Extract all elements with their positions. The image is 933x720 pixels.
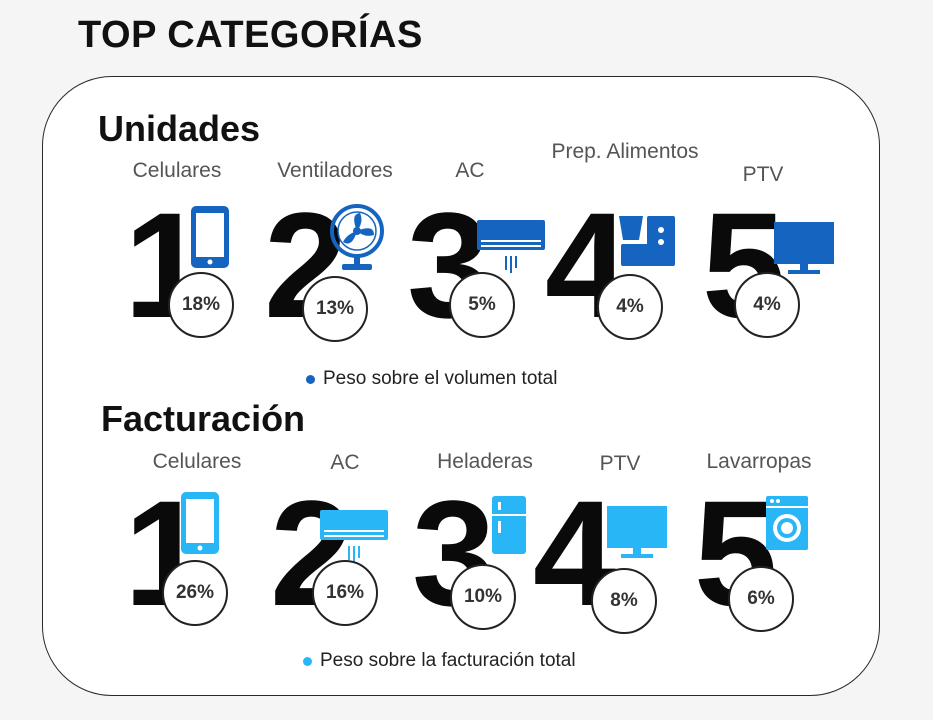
unidades-item-3: AC 3 5% <box>395 150 545 350</box>
facturacion-item-3: Heladeras 3 10% <box>410 442 560 642</box>
facturacion-legend: Peso sobre la facturación total <box>303 650 576 672</box>
category-label: PTV <box>742 163 784 186</box>
phone-icon <box>181 492 219 554</box>
unidades-item-1: Celulares 1 18% <box>102 150 252 350</box>
category-label: Heladeras <box>437 450 533 473</box>
air-conditioner-icon <box>320 510 388 563</box>
share-badge: 5% <box>449 272 515 338</box>
category-label: Prep. Alimentos <box>551 140 699 163</box>
facturacion-item-5: Lavarropas 5 6% <box>684 442 834 642</box>
legend-label: Peso sobre la facturación total <box>320 650 576 671</box>
tv-icon <box>774 222 834 274</box>
share-badge: 6% <box>728 566 794 632</box>
category-label: Lavarropas <box>706 450 812 473</box>
unidades-item-2: Ventiladores 2 13% <box>260 150 410 350</box>
facturacion-heading: Facturación <box>101 398 306 439</box>
share-badge: 4% <box>597 274 663 340</box>
share-badge: 4% <box>734 272 800 338</box>
washing-machine-icon <box>766 496 808 550</box>
legend-dot <box>306 374 315 384</box>
phone-icon <box>191 206 229 268</box>
legend-label: Peso sobre el volumen total <box>323 368 558 389</box>
share-badge: 16% <box>312 560 378 626</box>
fridge-icon <box>492 496 526 554</box>
category-label: Celulares <box>132 159 222 182</box>
unidades-heading: Unidades <box>98 108 261 149</box>
unidades-item-4: Prep. Alimentos 4 4% <box>545 136 699 340</box>
share-badge: 26% <box>162 560 228 626</box>
category-label: AC <box>330 451 360 474</box>
fan-icon <box>330 204 384 270</box>
share-badge: 18% <box>168 272 234 338</box>
air-conditioner-icon <box>477 220 545 273</box>
category-label: Celulares <box>152 450 242 473</box>
category-label: AC <box>455 159 485 182</box>
unidades-legend: Peso sobre el volumen total <box>306 368 557 390</box>
share-badge: 10% <box>450 564 516 630</box>
share-badge: 8% <box>591 568 657 634</box>
share-badge: 13% <box>302 276 368 342</box>
category-label: PTV <box>599 452 641 475</box>
facturacion-item-1: Celulares 1 26% <box>122 442 272 642</box>
tv-icon <box>607 506 667 558</box>
food-processor-icon <box>619 216 675 266</box>
facturacion-item-4: PTV 4 8% <box>533 442 695 642</box>
facturacion-item-2: AC 2 16% <box>270 442 420 642</box>
unidades-item-5: PTV 5 4% <box>688 150 838 350</box>
category-label: Ventiladores <box>277 159 393 182</box>
legend-dot <box>303 656 312 666</box>
page-title: TOP CATEGORÍAS <box>78 14 423 56</box>
